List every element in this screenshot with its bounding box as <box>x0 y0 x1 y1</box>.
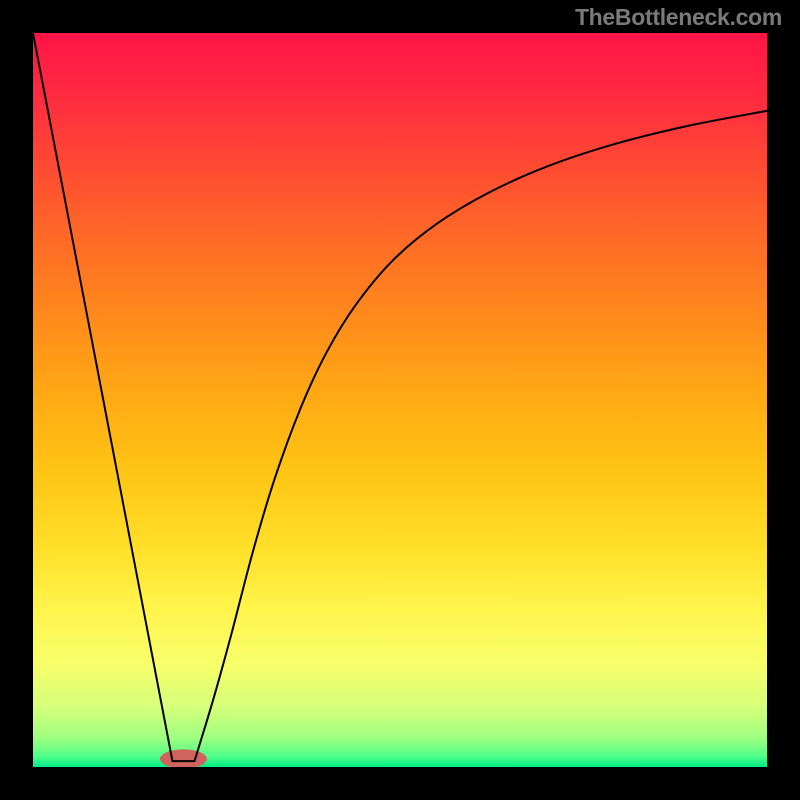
chart-container: TheBottleneck.com <box>0 0 800 800</box>
plot-area <box>33 33 767 767</box>
watermark-text: TheBottleneck.com <box>575 4 782 31</box>
gradient-background <box>33 33 767 767</box>
